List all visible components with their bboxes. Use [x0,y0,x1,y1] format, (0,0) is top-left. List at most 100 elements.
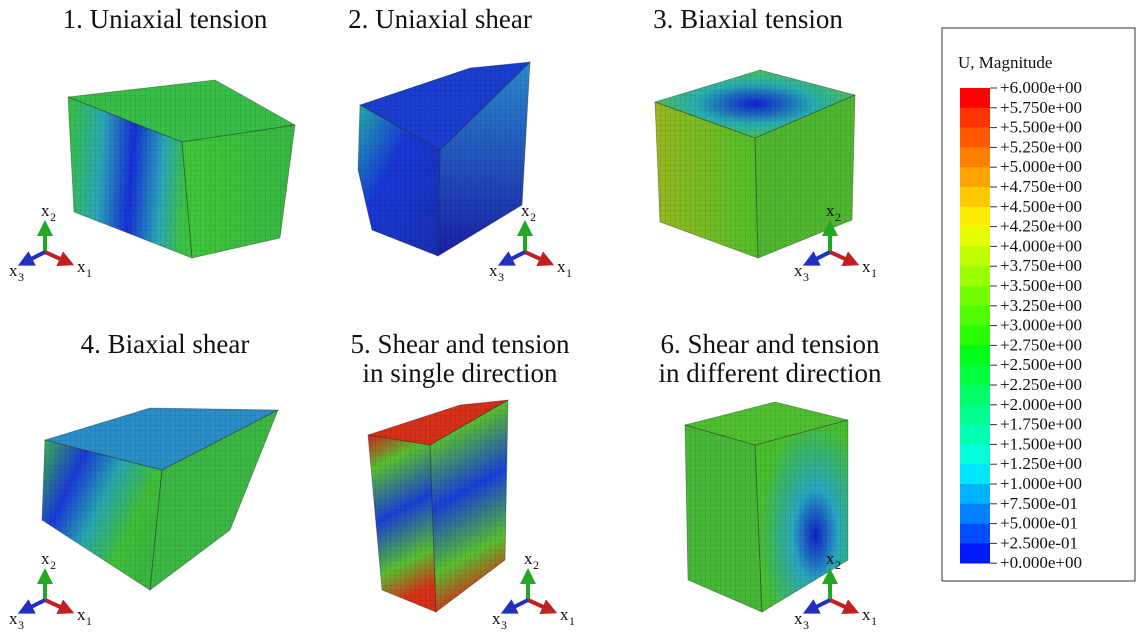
legend-label: +1.250e+00 [1000,454,1082,473]
legend-label: +4.750e+00 [1000,177,1082,196]
legend-swatch [960,484,990,505]
legend-swatch [960,404,990,425]
axis-arrow [44,250,75,266]
mesh [755,95,855,258]
axis-index: 2 [835,210,841,224]
axis-label: x [794,609,803,628]
legend-label: +0.000e+00 [1000,553,1082,572]
legend-swatch [960,464,990,485]
axis-index: 2 [533,558,539,572]
axis-index: 1 [86,614,92,628]
edge [754,94,856,259]
legend-label: +6.000e+00 [1000,78,1082,97]
legend-swatch [960,365,990,386]
edge [181,124,296,259]
legend-label: +2.500e-01 [1000,533,1078,552]
mesh [42,440,162,590]
axis-label: x [862,257,871,276]
mesh [655,70,855,138]
legend-label: +3.250e+00 [1000,296,1082,315]
mesh [358,105,440,256]
cube-4 [41,407,279,591]
axis-label: x [41,549,50,568]
cube-5 [367,399,509,613]
mesh [360,62,530,150]
legend-swatch [960,503,990,524]
legend-label: +7.500e-01 [1000,494,1078,513]
legend-swatch [960,345,990,366]
axis-label: x [524,549,533,568]
axis-arrow [500,598,529,614]
axis-label: x [521,201,530,220]
mesh [430,400,508,612]
legend-label: +2.750e+00 [1000,335,1082,354]
mesh [150,410,278,590]
legend-swatch [960,246,990,267]
axis-index: 3 [803,270,809,284]
axis-arrow [527,598,558,614]
legend-swatch [960,226,990,247]
edge [437,60,531,257]
axis-arrow [802,598,831,614]
cube-1 [67,79,297,259]
cube-6 [683,401,849,613]
axis-label: x [826,549,835,568]
mesh [68,97,192,258]
edge [754,419,849,613]
legend-label: +2.000e+00 [1000,395,1082,414]
legend-swatch [960,127,990,148]
legend-label: +3.000e+00 [1000,316,1082,335]
axis-label: x [492,609,501,628]
axis-index: 3 [498,270,504,284]
panel-title: 2. Uniaxial shear [348,4,532,34]
legend-label: +1.500e+00 [1000,434,1082,453]
axis-index: 3 [18,270,24,284]
shapes [41,60,857,613]
legend-swatch [960,187,990,208]
mesh [368,435,436,612]
axis-index: 1 [569,614,575,628]
axis-label: x [77,257,86,276]
legend-label: +5.500e+00 [1000,118,1082,137]
legend-swatch [960,523,990,544]
axis-label: x [489,261,498,280]
axis-label: x [794,261,803,280]
axis-index: 2 [50,558,56,572]
axis-arrow [17,250,46,266]
legend-label: +1.000e+00 [1000,474,1082,493]
mesh [685,425,762,612]
legend-swatch [960,107,990,128]
legend-swatch [960,206,990,227]
axis-index: 3 [18,618,24,632]
legend-label: +5.750e+00 [1000,98,1082,117]
mesh [438,62,530,256]
edge [149,409,279,591]
panel-title: 6. Shear and tension [661,329,880,359]
legend-swatch [960,167,990,188]
panel-title: 3. Biaxial tension [653,4,843,34]
axis-arrow [829,598,860,614]
legend-label: +2.250e+00 [1000,375,1082,394]
axis-arrow [44,598,75,614]
legend-swatch [960,444,990,465]
axis-index: 3 [803,618,809,632]
axis-index: 2 [835,558,841,572]
cube-2 [357,60,532,257]
legend-swatch [960,424,990,445]
mesh [685,402,848,445]
legend-swatch [960,305,990,326]
axis-index: 1 [566,266,572,280]
legend-label: +4.250e+00 [1000,217,1082,236]
legend-label: +3.750e+00 [1000,256,1082,275]
legend-swatch [960,147,990,168]
panel-title: 4. Biaxial shear [81,329,250,359]
legend-label: +5.000e+00 [1000,157,1082,176]
axis-label: x [9,609,18,628]
legend-swatch [960,385,990,406]
legend-label: +4.000e+00 [1000,236,1082,255]
edge [429,399,509,613]
axis-arrow [17,598,46,614]
axis-label: x [862,605,871,624]
axis-triad: x 2x 1x 3 [9,549,92,632]
axis-index: 2 [530,210,536,224]
